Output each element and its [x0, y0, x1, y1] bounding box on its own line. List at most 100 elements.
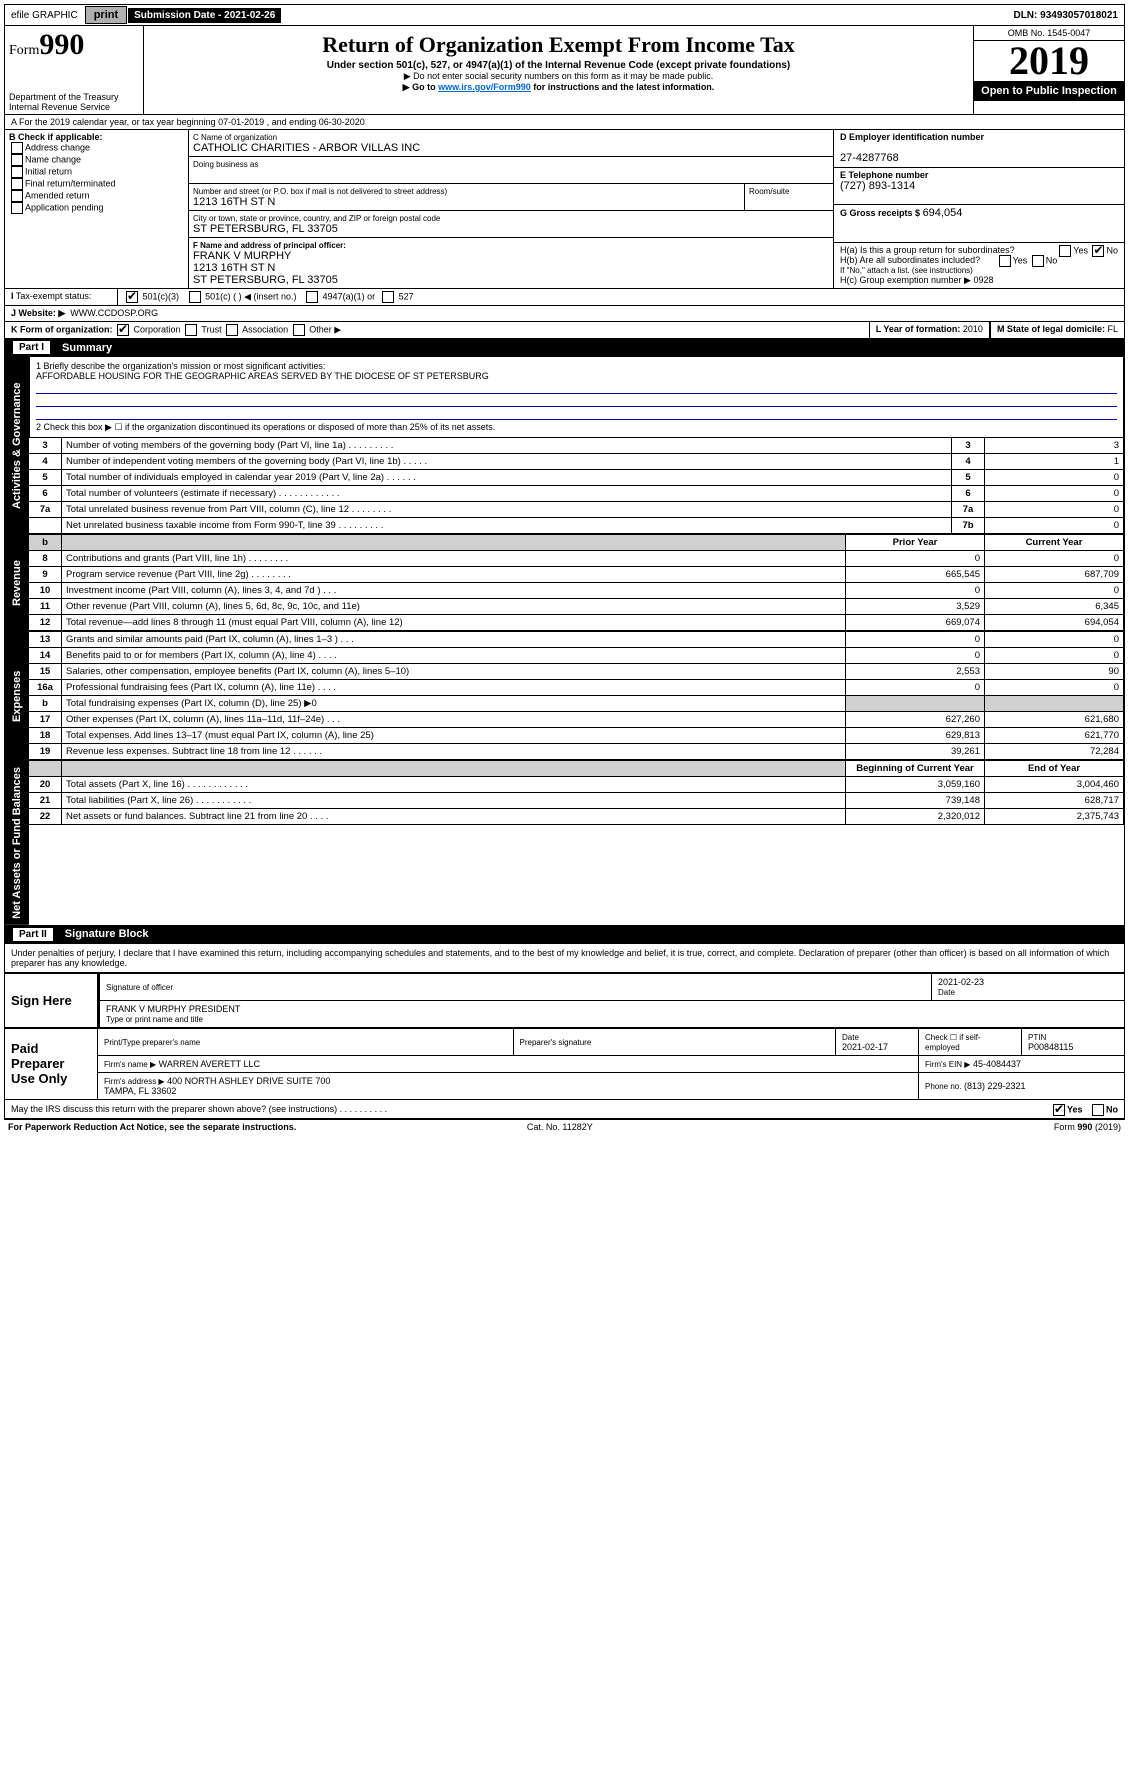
firm-label: Firm's name ▶	[104, 1060, 156, 1069]
website-label: J Website: ▶	[11, 308, 65, 318]
checkbox[interactable]	[117, 324, 129, 336]
checkbox[interactable]	[1092, 1104, 1104, 1116]
ein-label: D Employer identification number	[840, 132, 984, 142]
checkbox[interactable]	[185, 324, 197, 336]
sig-label: Signature of officer	[106, 983, 173, 992]
checkbox[interactable]	[293, 324, 305, 336]
name-label: C Name of organization	[193, 133, 277, 142]
part-num: Part II	[13, 928, 53, 941]
checkbox[interactable]	[11, 142, 23, 154]
street: 1213 16TH ST N	[193, 196, 275, 208]
ha-label: H(a) Is this a group return for subordin…	[840, 245, 1015, 255]
dba-label: Doing business as	[193, 160, 258, 169]
officer: FRANK V MURPHY 1213 16TH ST N ST PETERSB…	[193, 250, 338, 286]
year-formation: 2010	[963, 324, 983, 334]
hc-val: 0928	[974, 275, 994, 285]
officer-name: FRANK V MURPHY PRESIDENT	[106, 1004, 240, 1014]
box-m-label: M State of legal domicile:	[997, 324, 1105, 334]
q2: 2 Check this box ▶ ☐ if the organization…	[36, 422, 1117, 433]
opt-address-change: Address change	[25, 142, 90, 152]
opt-trust: Trust	[201, 324, 221, 334]
form-number: 990	[39, 28, 84, 61]
tax-year: 2019	[974, 41, 1124, 81]
dept: Department of the Treasury	[9, 92, 139, 102]
opt-corp: Corporation	[134, 324, 181, 334]
opt-501c: 501(c) ( ) ◀ (insert no.)	[205, 291, 296, 301]
q1-label: 1 Briefly describe the organization's mi…	[36, 361, 1117, 371]
part-1-header: Part I Summary	[4, 339, 1125, 357]
checkbox[interactable]	[126, 291, 138, 303]
part-title: Summary	[62, 342, 112, 354]
city: ST PETERSBURG, FL 33705	[193, 223, 338, 235]
checkbox[interactable]	[11, 154, 23, 166]
domicile: FL	[1107, 324, 1118, 334]
no: No	[1106, 245, 1118, 255]
checkbox[interactable]	[1032, 255, 1044, 267]
side-exp: Expenses	[5, 632, 29, 760]
checkbox[interactable]	[1092, 245, 1104, 257]
gov-table: 3Number of voting members of the governi…	[29, 438, 1124, 534]
opt-name-change: Name change	[25, 154, 81, 164]
irs: Internal Revenue Service	[9, 102, 139, 112]
city-label: City or town, state or province, country…	[193, 214, 440, 223]
hb-label: H(b) Are all subordinates included?	[840, 255, 980, 265]
footer: For Paperwork Reduction Act Notice, see …	[4, 1119, 1125, 1134]
officer-name-label: Type or print name and title	[106, 1015, 203, 1024]
print-button[interactable]: print	[85, 6, 127, 24]
ein: 27-4287768	[840, 152, 899, 164]
checkbox[interactable]	[999, 255, 1011, 267]
ptin: P00848115	[1028, 1042, 1073, 1052]
checkbox[interactable]	[1059, 245, 1071, 257]
side-rev: Revenue	[5, 535, 29, 631]
checkbox[interactable]	[189, 291, 201, 303]
h1: Print/Type preparer's name	[104, 1038, 200, 1047]
addr-label: Firm's address ▶	[104, 1077, 165, 1086]
paid-label: Paid Preparer Use Only	[5, 1028, 98, 1099]
exp-table: 13Grants and similar amounts paid (Part …	[29, 632, 1124, 760]
discuss: May the IRS discuss this return with the…	[11, 1104, 387, 1114]
gov-section: Activities & Governance 1 Briefly descri…	[4, 357, 1125, 535]
sig-date-label: Date	[938, 988, 955, 997]
box-l-label: L Year of formation:	[876, 324, 961, 334]
checkbox[interactable]	[306, 291, 318, 303]
opt-4947: 4947(a)(1) or	[323, 291, 376, 301]
website: WWW.CCDOSP.ORG	[70, 308, 158, 318]
h4: Check ☐ if self-employed	[925, 1033, 981, 1052]
na-section: Net Assets or Fund Balances Beginning of…	[4, 761, 1125, 926]
open-inspection: Open to Public Inspection	[974, 81, 1124, 101]
bar-a: A For the 2019 calendar year, or tax yea…	[4, 115, 1125, 130]
side-gov: Activities & Governance	[5, 357, 29, 534]
identity-block: B Check if applicable: Address change Na…	[4, 130, 1125, 289]
h3v: 2021-02-17	[842, 1042, 888, 1052]
instructions-link[interactable]: www.irs.gov/Form990	[438, 82, 531, 92]
no: No	[1106, 1104, 1118, 1114]
sig-date: 2021-02-23	[938, 977, 984, 987]
submission-date: Submission Date - 2021-02-26	[128, 8, 281, 23]
gross-label: G Gross receipts $	[840, 208, 920, 218]
top-bar: efile GRAPHIC print Submission Date - 20…	[4, 4, 1125, 26]
tax-status-row: I Tax-exempt status: 501(c)(3) 501(c) ( …	[4, 289, 1125, 306]
gross-receipts: 694,054	[923, 207, 963, 219]
box-b-label: B Check if applicable:	[9, 132, 103, 142]
addr-label: Number and street (or P.O. box if mail i…	[193, 187, 447, 196]
note-2a: ▶ Go to	[403, 82, 438, 92]
exp-section: Expenses 13Grants and similar amounts pa…	[4, 632, 1125, 761]
officer-label: F Name and address of principal officer:	[193, 241, 346, 250]
checkbox[interactable]	[11, 202, 23, 214]
checkbox[interactable]	[11, 178, 23, 190]
checkbox[interactable]	[382, 291, 394, 303]
h5: PTIN	[1028, 1033, 1046, 1042]
opt-other: Other ▶	[309, 324, 341, 334]
form-label: Form	[9, 43, 39, 58]
form-header: Form990 Department of the Treasury Inter…	[4, 26, 1125, 115]
phone: (727) 893-1314	[840, 180, 915, 192]
checkbox[interactable]	[226, 324, 238, 336]
checkbox[interactable]	[11, 190, 23, 202]
rev-table: bPrior YearCurrent Year8Contributions an…	[29, 535, 1124, 631]
dln: DLN: 93493057018021	[1007, 8, 1124, 23]
opt-527: 527	[399, 291, 414, 301]
form-title: Return of Organization Exempt From Incom…	[150, 32, 967, 58]
checkbox[interactable]	[11, 166, 23, 178]
room-label: Room/suite	[749, 187, 789, 196]
checkbox[interactable]	[1053, 1104, 1065, 1116]
